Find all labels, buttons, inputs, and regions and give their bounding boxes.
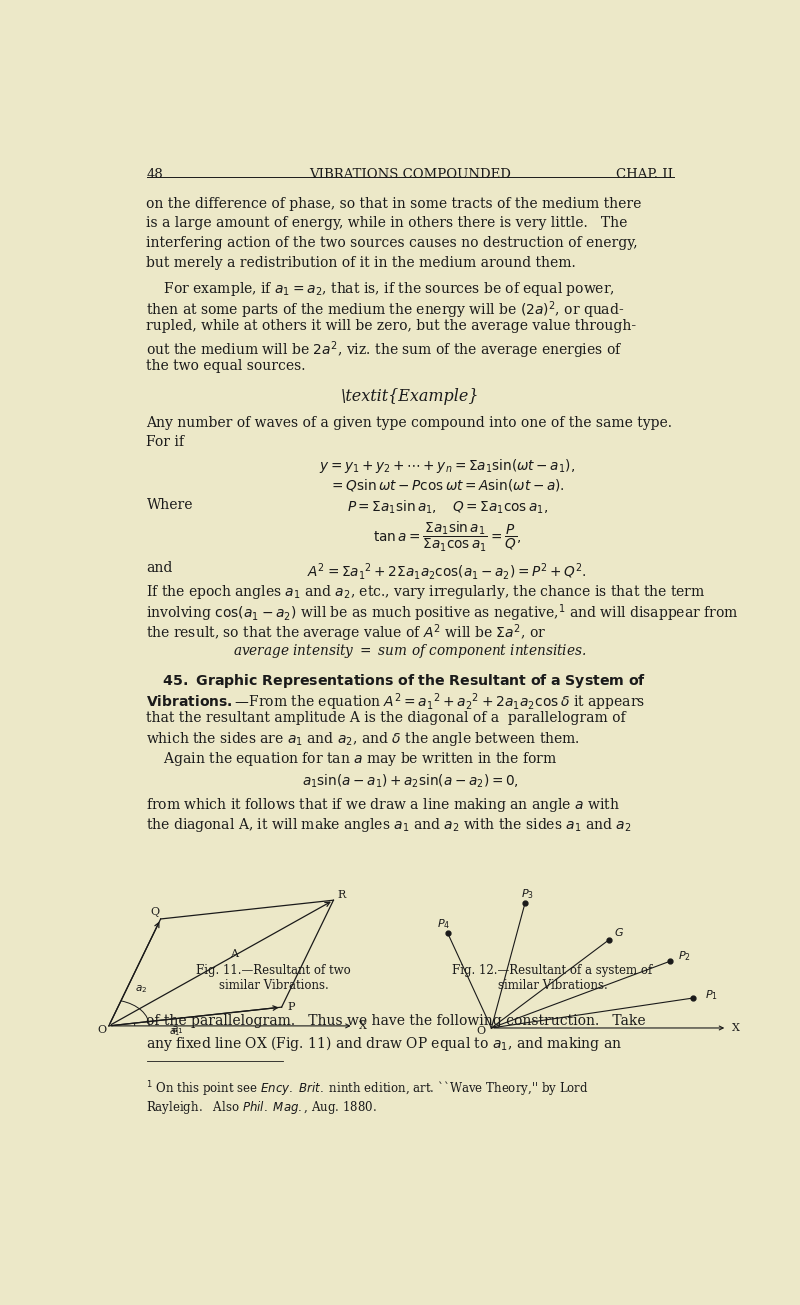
Text: X: X — [732, 1023, 740, 1034]
Text: which the sides are $a_1$ and $a_2$, and $\delta$ the angle between them.: which the sides are $a_1$ and $a_2$, and… — [146, 731, 581, 748]
Text: VIBRATIONS COMPOUNDED: VIBRATIONS COMPOUNDED — [309, 168, 511, 181]
Text: Where: Where — [146, 499, 193, 513]
Text: $A^2 = \Sigma a_1{}^2 + 2\Sigma a_1 a_2 \cos(a_1 - a_2) = P^2 + Q^2.$: $A^2 = \Sigma a_1{}^2 + 2\Sigma a_1 a_2 … — [307, 561, 587, 582]
Text: from which it follows that if we draw a line making an angle $a$ with: from which it follows that if we draw a … — [146, 796, 620, 814]
Text: $a_1$: $a_1$ — [170, 1024, 183, 1036]
Text: Fig. 11.—Resultant of two
similar Vibrations.: Fig. 11.—Resultant of two similar Vibrat… — [196, 964, 351, 992]
Text: $\bf{45.}$ $\bf{Graphic\ Representations\ of\ the\ Resultant\ of\ a\ System\ of}: $\bf{45.}$ $\bf{Graphic\ Representations… — [153, 672, 646, 689]
Text: $P_3$: $P_3$ — [521, 887, 534, 900]
Text: R: R — [338, 890, 346, 900]
Text: of the parallelogram.   Thus we have the following construction.   Take: of the parallelogram. Thus we have the f… — [146, 1014, 646, 1028]
Text: $P_2$: $P_2$ — [678, 949, 691, 963]
Text: $G$: $G$ — [614, 927, 625, 938]
Text: $a_1 \sin(a - a_1) + a_2 \sin(a - a_2) = 0,$: $a_1 \sin(a - a_1) + a_2 \sin(a - a_2) =… — [302, 773, 518, 790]
Text: Rayleigh.   Also $\mathit{Phil.\ Mag.}$, Aug. 1880.: Rayleigh. Also $\mathit{Phil.\ Mag.}$, A… — [146, 1099, 378, 1116]
Text: If the epoch angles $a_1$ and $a_2$, etc., vary irregularly, the chance is that : If the epoch angles $a_1$ and $a_2$, etc… — [146, 583, 706, 602]
Text: $= Q \sin \omega t - P \cos \omega t = A \sin (\omega t - a).$: $= Q \sin \omega t - P \cos \omega t = A… — [330, 476, 565, 493]
Text: Any number of waves of a given type compound into one of the same type.: Any number of waves of a given type comp… — [146, 416, 673, 429]
Text: any fixed line OX (Fig. 11) and draw OP equal to $a_1$, and making an: any fixed line OX (Fig. 11) and draw OP … — [146, 1034, 622, 1053]
Text: and: and — [146, 561, 173, 574]
Text: For example, if $a_1 = a_2$, that is, if the sources be of equal power,: For example, if $a_1 = a_2$, that is, if… — [146, 281, 615, 299]
Text: the two equal sources.: the two equal sources. — [146, 359, 306, 372]
Text: Q: Q — [150, 907, 160, 917]
Text: $y = y_1 + y_2 + \cdots + y_n = \Sigma a_1 \sin(\omega t - a_1),$: $y = y_1 + y_2 + \cdots + y_n = \Sigma a… — [319, 457, 575, 475]
Text: A: A — [230, 950, 238, 959]
Text: O: O — [97, 1026, 106, 1035]
Text: is a large amount of energy, while in others there is very little.   The: is a large amount of energy, while in ot… — [146, 217, 628, 231]
Text: on the difference of phase, so that in some tracts of the medium there: on the difference of phase, so that in s… — [146, 197, 642, 211]
Text: $P_4$: $P_4$ — [437, 917, 450, 930]
Text: $a_1$: $a_1$ — [170, 1026, 181, 1039]
Text: involving $\cos(a_1 - a_2)$ will be as much positive as negative,$^1$ and will d: involving $\cos(a_1 - a_2)$ will be as m… — [146, 603, 739, 624]
Text: For if: For if — [146, 436, 185, 449]
Text: $\tan a = \dfrac{\Sigma a_1 \sin a_1}{\Sigma a_1 \cos a_1} = \dfrac{P}{Q},$: $\tan a = \dfrac{\Sigma a_1 \sin a_1}{\S… — [373, 519, 522, 553]
Text: the diagonal A, it will make angles $a_1$ and $a_2$ with the sides $a_1$ and $a_: the diagonal A, it will make angles $a_1… — [146, 816, 632, 834]
Text: P: P — [287, 1002, 295, 1013]
Text: Again the equation for tan $a$ may be written in the form: Again the equation for tan $a$ may be wr… — [146, 750, 558, 767]
Text: $P = \Sigma a_1 \sin a_1, \quad Q = \Sigma a_1 \cos a_1,$: $P = \Sigma a_1 \sin a_1, \quad Q = \Sig… — [346, 499, 548, 515]
Text: $^1$ On this point see $\mathit{Ency.\ Brit.}$ ninth edition, art. ``Wave Theory: $^1$ On this point see $\mathit{Ency.\ B… — [146, 1079, 590, 1099]
Text: \textit{Example}: \textit{Example} — [341, 388, 479, 406]
Text: 48: 48 — [146, 168, 163, 181]
Text: $\bf{Vibrations.}$—From the equation $A^2 = a_1{}^2 + a_2{}^2 + 2a_1 a_2 \cos \d: $\bf{Vibrations.}$—From the equation $A^… — [146, 692, 646, 713]
Text: but merely a redistribution of it in the medium around them.: but merely a redistribution of it in the… — [146, 256, 576, 270]
Text: rupled, while at others it will be zero, but the average value through-: rupled, while at others it will be zero,… — [146, 320, 637, 333]
Text: out the medium will be $2a^2$, viz. the sum of the average energies of: out the medium will be $2a^2$, viz. the … — [146, 339, 623, 360]
Text: then at some parts of the medium the energy will be $(2a)^2$, or quad-: then at some parts of the medium the ene… — [146, 300, 625, 321]
Text: CHAP. II: CHAP. II — [617, 168, 674, 181]
Text: $a_2$: $a_2$ — [134, 983, 147, 994]
Text: Fig. 12.—Resultant of a system of
similar Vibrations.: Fig. 12.—Resultant of a system of simila… — [453, 964, 653, 992]
Text: X: X — [359, 1021, 367, 1031]
Text: $P_1$: $P_1$ — [705, 988, 718, 1002]
Text: the result, so that the average value of $A^2$ will be $\Sigma a^2$, or: the result, so that the average value of… — [146, 622, 546, 643]
Text: interfering action of the two sources causes no destruction of energy,: interfering action of the two sources ca… — [146, 236, 638, 251]
Text: average intensity $=$ sum of component intensities.: average intensity $=$ sum of component i… — [234, 642, 586, 660]
Text: O: O — [477, 1026, 486, 1036]
Text: that the resultant amplitude A is the diagonal of a  parallelogram of: that the resultant amplitude A is the di… — [146, 711, 626, 724]
